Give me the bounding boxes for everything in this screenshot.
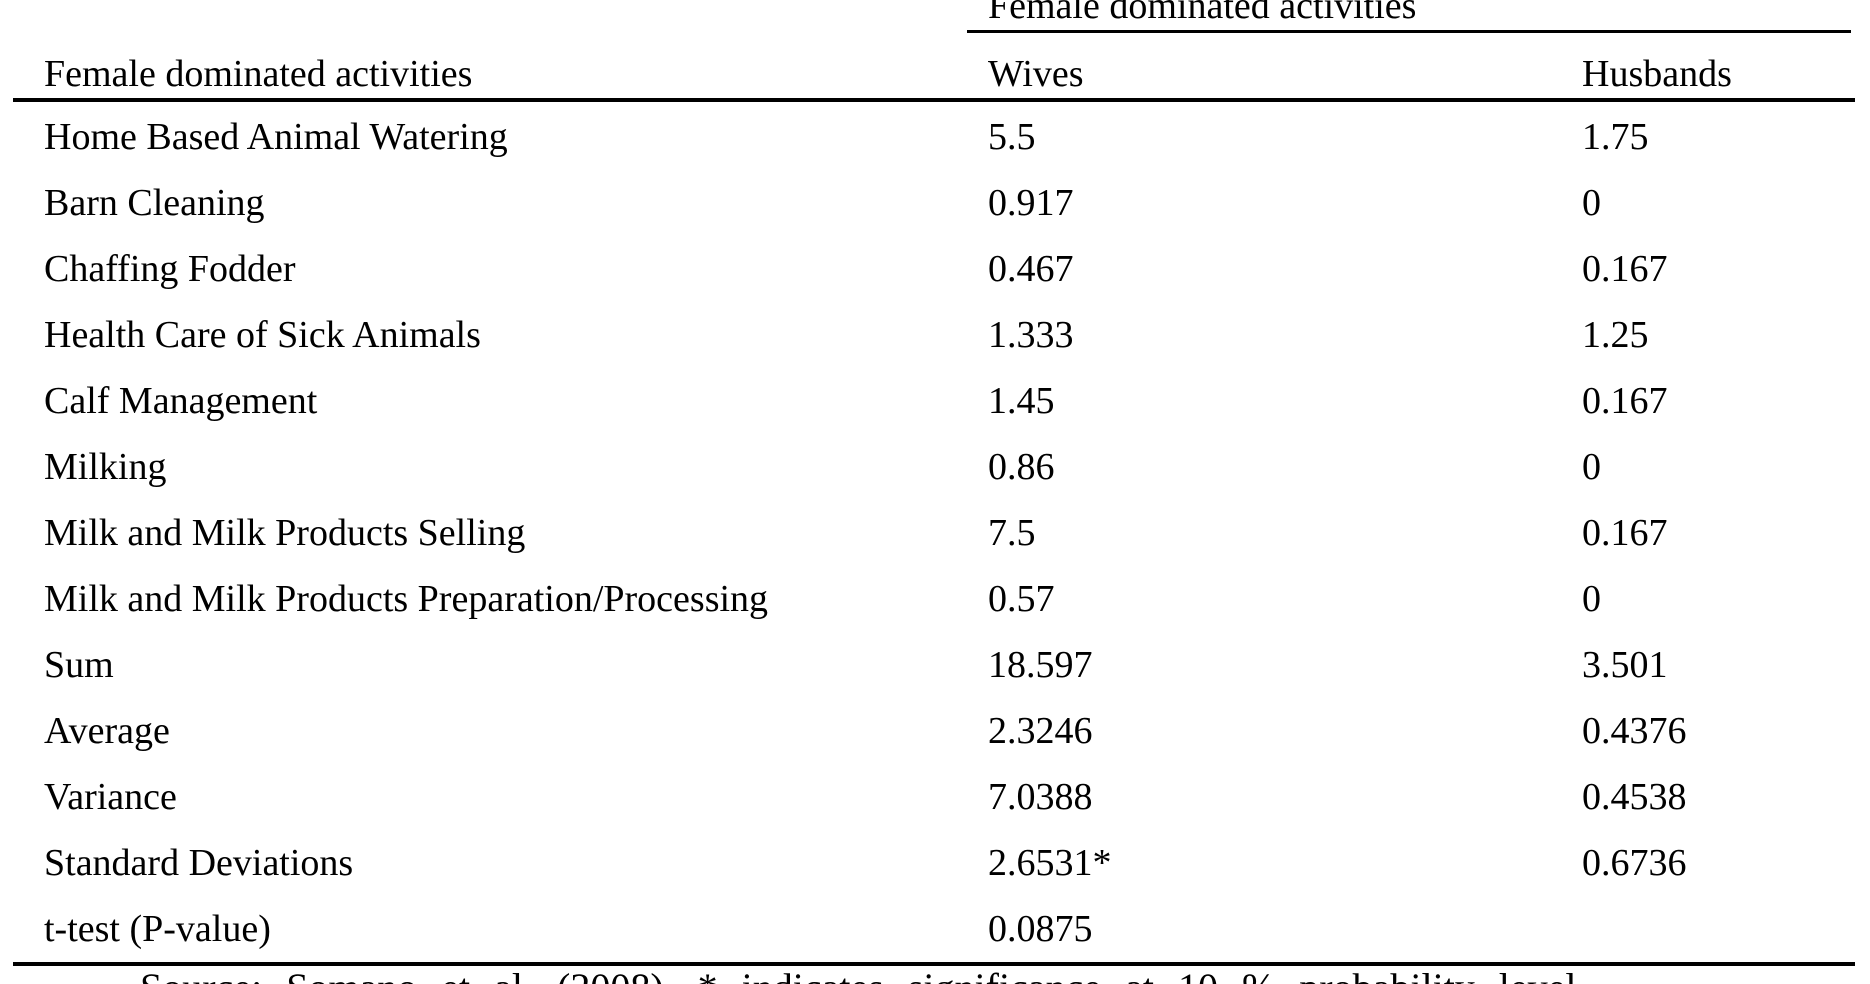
spanner-rule <box>967 30 1851 33</box>
row-label: Health Care of Sick Animals <box>44 314 481 356</box>
row-label: Home Based Animal Watering <box>44 116 508 158</box>
row-label: Chaffing Fodder <box>44 248 296 290</box>
wives-value: 0.917 <box>988 182 1074 224</box>
bottom-rule <box>13 962 1855 966</box>
wives-value: 0.0875 <box>988 908 1093 950</box>
spanner-header: Female dominated activities <box>988 0 1417 27</box>
wives-value: 0.86 <box>988 446 1055 488</box>
table-row: Calf Management 1.45 0.167 <box>0 368 1870 434</box>
wives-value: 1.45 <box>988 380 1055 422</box>
husbands-value: 0.167 <box>1582 380 1668 422</box>
table-row: Milk and Milk Products Preparation/Proce… <box>0 566 1870 632</box>
table-row: Barn Cleaning 0.917 0 <box>0 170 1870 236</box>
table-row: Milking 0.86 0 <box>0 434 1870 500</box>
table-row: Milk and Milk Products Selling 7.5 0.167 <box>0 500 1870 566</box>
wives-value: 7.5 <box>988 512 1036 554</box>
wives-value: 7.0388 <box>988 776 1093 818</box>
row-label: Standard Deviations <box>44 842 354 884</box>
husbands-value: 0 <box>1582 446 1601 488</box>
row-label: Sum <box>44 644 114 686</box>
row-label: t-test (P-value) <box>44 908 271 950</box>
husbands-value: 0.167 <box>1582 512 1668 554</box>
table-row: Sum 18.597 3.501 <box>0 632 1870 698</box>
wives-value: 0.57 <box>988 578 1055 620</box>
husbands-value: 0.167 <box>1582 248 1668 290</box>
husbands-value: 1.75 <box>1582 116 1649 158</box>
husbands-value: 0 <box>1582 578 1601 620</box>
table-body: Home Based Animal Watering 5.5 1.75 Barn… <box>0 104 1870 962</box>
husbands-value: 0.6736 <box>1582 842 1687 884</box>
wives-value: 1.333 <box>988 314 1074 356</box>
row-label: Variance <box>44 776 177 818</box>
husbands-value: 0.4538 <box>1582 776 1687 818</box>
wives-value: 5.5 <box>988 116 1036 158</box>
table-row: Standard Deviations 2.6531* 0.6736 <box>0 830 1870 896</box>
row-label: Milk and Milk Products Preparation/Proce… <box>44 578 769 620</box>
header-rule <box>13 98 1855 102</box>
row-label: Milk and Milk Products Selling <box>44 512 526 554</box>
husbands-value: 0.4376 <box>1582 710 1687 752</box>
table-row: Variance 7.0388 0.4538 <box>0 764 1870 830</box>
table-row: Average 2.3246 0.4376 <box>0 698 1870 764</box>
wives-value: 18.597 <box>988 644 1093 686</box>
table-row: Chaffing Fodder 0.467 0.167 <box>0 236 1870 302</box>
wives-value: 2.6531* <box>988 842 1112 884</box>
row-label: Calf Management <box>44 380 318 422</box>
stub-column-header: Female dominated activities <box>44 53 473 95</box>
column-header-husbands: Husbands <box>1582 53 1732 95</box>
husbands-value: 1.25 <box>1582 314 1649 356</box>
wives-value: 0.467 <box>988 248 1074 290</box>
row-label: Average <box>44 710 170 752</box>
row-label: Milking <box>44 446 167 488</box>
column-header-wives: Wives <box>988 53 1084 95</box>
husbands-value: 3.501 <box>1582 644 1668 686</box>
row-label: Barn Cleaning <box>44 182 265 224</box>
wives-value: 2.3246 <box>988 710 1093 752</box>
table-row: Home Based Animal Watering 5.5 1.75 <box>0 104 1870 170</box>
husbands-value: 0 <box>1582 182 1601 224</box>
source-footnote: Source: Somano et al. (2008). * indicate… <box>140 964 1577 984</box>
table-row: t-test (P-value) 0.0875 <box>0 896 1870 962</box>
table-row: Health Care of Sick Animals 1.333 1.25 <box>0 302 1870 368</box>
